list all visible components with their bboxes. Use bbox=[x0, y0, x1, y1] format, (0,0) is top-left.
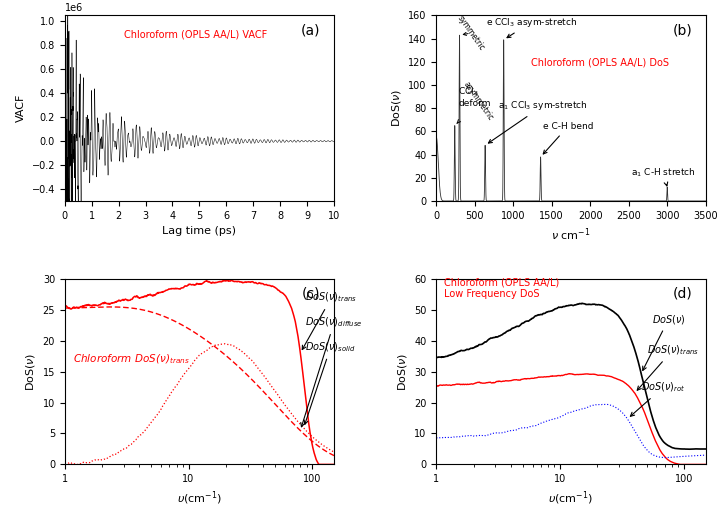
Text: Chloroform (OPLS AA/L)
Low Frequency DoS: Chloroform (OPLS AA/L) Low Frequency DoS bbox=[444, 278, 559, 299]
Text: (a): (a) bbox=[301, 23, 320, 37]
Text: a$_1$ CCl$_3$ sym-stretch: a$_1$ CCl$_3$ sym-stretch bbox=[488, 99, 588, 143]
Text: Chloroform (OPLS AA/L) VACF: Chloroform (OPLS AA/L) VACF bbox=[124, 30, 267, 40]
Text: a$_1$ C-H stretch: a$_1$ C-H stretch bbox=[631, 167, 696, 186]
Y-axis label: DoS($\nu$): DoS($\nu$) bbox=[24, 352, 37, 391]
Text: e CCl$_3$ asym-stretch: e CCl$_3$ asym-stretch bbox=[485, 16, 577, 38]
Y-axis label: DoS($\nu$): DoS($\nu$) bbox=[396, 352, 409, 391]
Text: $DoS(\nu)_{rot}$: $DoS(\nu)_{rot}$ bbox=[631, 380, 685, 416]
Text: (b): (b) bbox=[672, 23, 692, 37]
Text: $DoS(\nu)_{diffuse}$: $DoS(\nu)_{diffuse}$ bbox=[301, 315, 363, 427]
Text: (c): (c) bbox=[302, 286, 320, 300]
Text: $DoS(\nu)_{solid}$: $DoS(\nu)_{solid}$ bbox=[304, 340, 356, 424]
Y-axis label: DoS($\nu$): DoS($\nu$) bbox=[390, 89, 402, 127]
X-axis label: $\nu$ cm$^{-1}$: $\nu$ cm$^{-1}$ bbox=[552, 226, 591, 243]
X-axis label: $\upsilon$(cm$^{-1}$): $\upsilon$(cm$^{-1}$) bbox=[177, 490, 222, 507]
Text: e C-H bend: e C-H bend bbox=[542, 122, 593, 154]
Text: CCl$_3$
deform: CCl$_3$ deform bbox=[459, 85, 491, 108]
Text: Chloroform DoS($\nu$)$_{trans}$: Chloroform DoS($\nu$)$_{trans}$ bbox=[73, 352, 189, 366]
X-axis label: $\upsilon$(cm$^{-1}$): $\upsilon$(cm$^{-1}$) bbox=[549, 490, 593, 507]
X-axis label: Lag time (ps): Lag time (ps) bbox=[163, 226, 236, 236]
Text: (d): (d) bbox=[672, 286, 692, 300]
Text: $DoS(\nu)_{trans}$: $DoS(\nu)_{trans}$ bbox=[637, 343, 698, 390]
Text: symmetric: symmetric bbox=[456, 14, 486, 52]
Text: $DoS(\nu)_{trans}$: $DoS(\nu)_{trans}$ bbox=[302, 291, 358, 349]
Text: $DoS(\nu)$: $DoS(\nu)$ bbox=[643, 313, 685, 370]
Text: asymmetric: asymmetric bbox=[457, 79, 495, 123]
Y-axis label: VACF: VACF bbox=[16, 94, 26, 122]
Text: Chloroform (OPLS AA/L) DoS: Chloroform (OPLS AA/L) DoS bbox=[531, 58, 669, 68]
